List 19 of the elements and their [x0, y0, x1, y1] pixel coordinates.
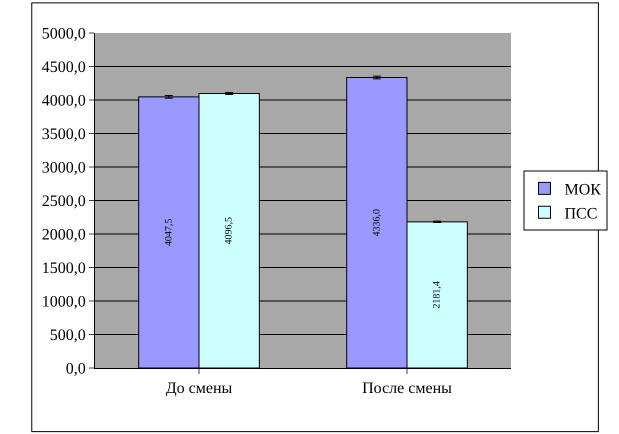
y-tick-label: 2500,0	[42, 193, 86, 210]
y-tick-label: 1500,0	[42, 260, 86, 278]
legend-label: МОК	[564, 182, 602, 199]
y-tick-label: 3500,0	[42, 126, 86, 144]
y-tick-label: 4000,0	[42, 92, 86, 110]
y-tick-label: 4500,0	[42, 59, 86, 76]
x-tick-label: После смены	[362, 380, 452, 398]
data-label: 2181,4	[432, 281, 443, 309]
y-tick-label: 5000,0	[42, 26, 86, 43]
y-tick-label: 500,0	[50, 327, 86, 344]
y-tick-label: 2000,0	[42, 226, 86, 244]
data-label: 4336,0	[371, 208, 382, 236]
data-label: 4047,5	[163, 218, 174, 246]
x-tick-label: До смены	[166, 380, 233, 398]
y-tick-label: 3000,0	[42, 160, 86, 177]
legend-label: ПСС	[564, 205, 598, 222]
y-tick-label: 1000,0	[42, 294, 86, 311]
data-label: 4096,5	[224, 217, 235, 245]
y-tick-label: 0,0	[66, 360, 86, 378]
